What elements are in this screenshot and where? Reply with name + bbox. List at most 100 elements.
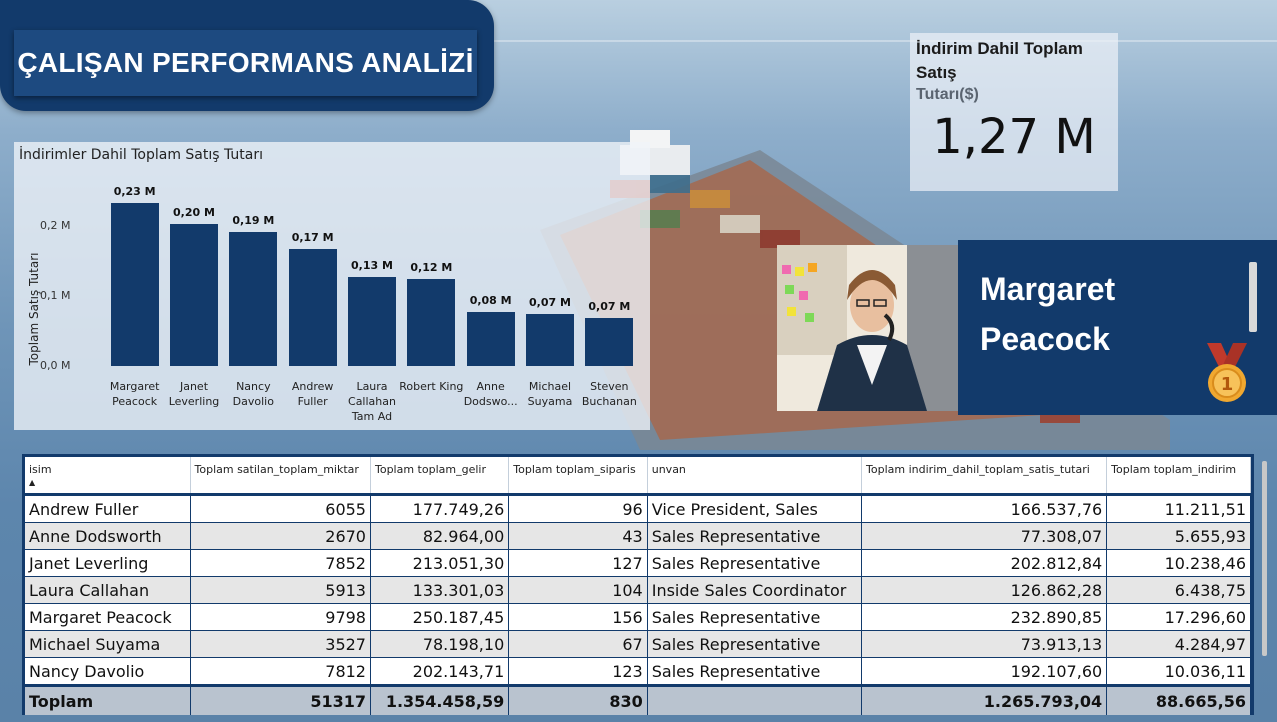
top-employee-card[interactable]: Margaret Peacock 1 [958,240,1277,415]
x-tick-label: Andrew Fuller [291,380,334,408]
table-row[interactable]: Laura Callahan 5913 133.301,03 104 Inside Sa… [25,576,1251,604]
table-scrollbar[interactable] [1262,461,1267,656]
table-cell: 7852 [190,549,371,577]
x-tick-label: Nancy Davolio [232,380,274,408]
total-cell: Toplam [25,684,191,715]
table-cell: 96 [508,495,648,523]
table-cell: 123 [508,657,648,686]
table-cell: Sales Representative [647,549,863,577]
chart-bar[interactable] [348,277,396,366]
y-tick-label: 0,1 M [40,289,71,302]
x-tick-label: Robert King [399,380,464,393]
medal-icon: 1 [1207,343,1247,402]
table-cell: 3527 [190,630,371,658]
table-cell: 9798 [190,603,371,631]
chart-data-label: 0,07 M [529,296,571,310]
table-cell: Janet Leverling [25,549,191,577]
table-cell: 43 [508,522,648,550]
column-header[interactable]: isim ▲ [25,457,191,493]
chart-data-label: 0,12 M [410,261,453,275]
bar-chart[interactable]: İndirimler Dahil Toplam Satış Tutarı Top… [14,142,650,430]
table-cell: Sales Representative [647,657,863,686]
sort-ascending-icon[interactable]: ▲ [29,478,36,487]
chart-data-label: 0,20 M [173,205,215,219]
chart-bar[interactable] [229,231,278,366]
column-header[interactable]: Toplam indirim_dahil_toplam_satis_tutari [861,457,1108,493]
table-cell: 11.211,51 [1106,495,1251,523]
chart-data-label: 0,17 M [291,231,334,245]
employee-table[interactable]: isim ▲ Toplam satilan_toplam_miktar Toplam … [22,454,1267,715]
table-cell: Laura Callahan [25,576,191,604]
table-cell: 5.655,93 [1106,522,1251,550]
column-header[interactable]: Toplam toplam_indirim [1106,457,1251,493]
horizon-line [0,40,1277,42]
table-cell: 156 [508,603,648,631]
table-cell: 232.890,85 [861,603,1108,631]
table-cell: Nancy Davolio [25,657,191,686]
table-cell: 126.862,28 [861,576,1108,604]
column-header[interactable]: Toplam toplam_gelir [370,457,510,493]
table-cell: Margaret Peacock [25,603,191,631]
total-cell: 88.665,56 [1106,684,1251,715]
table-cell: 5913 [190,576,371,604]
table-cell: 133.301,03 [370,576,510,604]
kpi-label-unit: Tutarı($) [916,86,979,103]
table-cell: 77.308,07 [861,522,1108,550]
table-cell: 7812 [190,657,371,686]
table-cell: 78.198,10 [370,630,510,658]
table-cell: Andrew Fuller [25,495,191,523]
kpi-value: 1,27 M [932,109,1096,165]
chart-bar[interactable] [407,279,456,366]
chart-bar[interactable] [110,202,159,366]
chart-y-axis-label: Toplam Satış Tutarı [27,252,41,366]
kpi-card[interactable]: İndirim Dahil Toplam Satış Tutarı($) 1,2… [910,33,1118,191]
table-cell: 213.051,30 [370,549,510,577]
header-separator [25,493,1251,496]
column-header[interactable]: Toplam satilan_toplam_miktar [190,457,371,493]
title-banner: ÇALIŞAN PERFORMANS ANALİZİ [0,0,494,111]
table-cell: 17.296,60 [1106,603,1251,631]
total-cell: 1.265.793,04 [861,684,1108,715]
page-title: ÇALIŞAN PERFORMANS ANALİZİ [14,30,477,96]
table-row[interactable]: Nancy Davolio 7812 202.143,71 123 Sales Repr… [25,657,1251,686]
table-cell: 73.913,13 [861,630,1108,658]
table-row[interactable]: Janet Leverling 7852 213.051,30 127 Sales Re… [25,549,1251,577]
chart-title: İndirimler Dahil Toplam Satış Tutarı [19,147,264,163]
card-scrollbar[interactable] [1249,262,1257,332]
table-cell: 250.187,45 [370,603,510,631]
y-tick-label: 0,2 M [40,219,71,232]
table-row[interactable]: Margaret Peacock 9798 250.187,45 156 Sales R… [25,603,1251,631]
column-header[interactable]: Toplam toplam_siparis [508,457,648,493]
table-cell: 67 [508,630,648,658]
table-row[interactable]: Anne Dodsworth 2670 82.964,00 43 Sales Repre… [25,522,1251,550]
table-cell: Vice President, Sales [647,495,863,523]
table-cell: 10.036,11 [1106,657,1251,686]
table-cell: 202.143,71 [370,657,510,686]
employee-name: Margaret Peacock [980,271,1116,357]
table-cell: 104 [508,576,648,604]
table-cell: 166.537,76 [861,495,1108,523]
column-header[interactable]: unvan [647,457,863,493]
table-header-row: isim ▲ Toplam satilan_toplam_miktar Toplam … [25,457,1251,493]
table-cell: 202.812,84 [861,549,1108,577]
kpi-label: İndirim Dahil Toplam Satış [916,39,1083,82]
chart-bar[interactable] [526,314,574,366]
table-cell: Sales Representative [647,522,863,550]
x-tick-label: Laura Callahan Tam Ad [348,380,396,423]
y-tick-label: 0,0 M [40,359,71,372]
table-cell: 2670 [190,522,371,550]
table-cell: 6055 [190,495,371,523]
chart-bar[interactable] [288,249,337,366]
table-cell: Sales Representative [647,603,863,631]
table-cell: 6.438,75 [1106,576,1251,604]
chart-bar[interactable] [585,317,634,366]
chart-data-label: 0,19 M [232,213,275,227]
chart-bar[interactable] [466,312,515,366]
x-tick-label: Michael Suyama [527,380,573,408]
chart-bar[interactable] [170,223,218,366]
total-cell [647,684,863,715]
svg-text:1: 1 [1221,374,1234,395]
table-row[interactable]: Andrew Fuller 6055 177.749,26 96 Vice Presid… [25,495,1251,523]
table-row[interactable]: Michael Suyama 3527 78.198,10 67 Sales Repre… [25,630,1251,658]
x-tick-label: Anne Dodswo... [463,380,518,408]
